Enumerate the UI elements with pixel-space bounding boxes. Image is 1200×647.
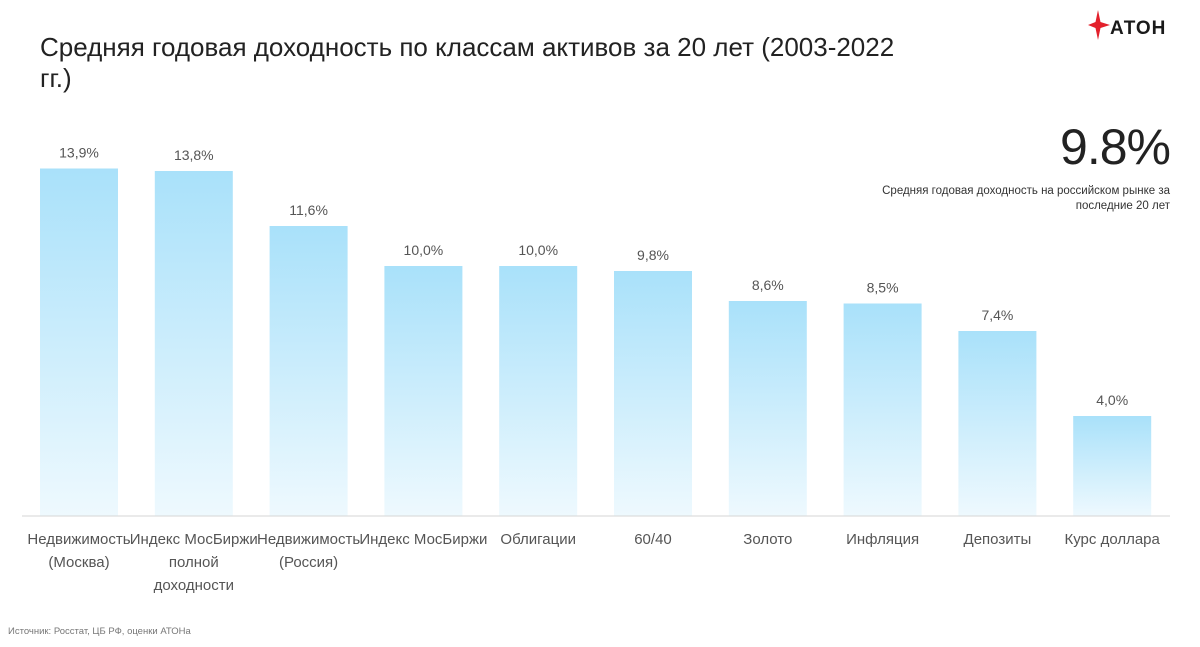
source-note: Источник: Росстат, ЦБ РФ, оценки АТОНа (8, 626, 191, 637)
data-label-8: 8,5% (867, 280, 899, 296)
data-label-3: 11,6% (289, 202, 328, 218)
category-label-8: Инфляция (846, 531, 920, 548)
category-label-1: Недвижимость (Москва) (27, 531, 131, 571)
bar-8 (843, 303, 922, 516)
category-label-7: Золото (743, 531, 793, 548)
category-label-6: 60/40 (634, 531, 672, 548)
category-label-4: Индекс МосБиржи (359, 531, 488, 548)
bar-7 (728, 301, 807, 516)
highlight-caption: Средняя годовая доходность на российском… (882, 185, 1170, 212)
aton-logo: АТОН (1088, 10, 1188, 40)
bar-2 (154, 171, 233, 516)
bar-1 (40, 168, 118, 516)
category-label-3: Недвижимость (Россия) (256, 531, 361, 571)
chart-title: Средняя годовая доходность по классам ак… (40, 32, 895, 93)
category-label-9: Депозиты (963, 531, 1032, 548)
data-label-10: 4,0% (1096, 392, 1128, 408)
data-label-4: 10,0% (404, 242, 444, 258)
aton-star-icon (1088, 10, 1110, 40)
category-label-2: Индекс МосБиржи полной доходности (129, 531, 258, 594)
bar-3 (269, 226, 348, 516)
bar-10 (1073, 416, 1152, 516)
bar-4 (384, 266, 463, 516)
category-label-5: Облигации (500, 531, 576, 548)
logo-text: АТОН (1110, 18, 1167, 39)
data-label-7: 8,6% (752, 277, 784, 293)
bar-5 (499, 266, 578, 516)
highlight-value: 9.8% (1060, 119, 1171, 175)
data-label-9: 7,4% (981, 307, 1013, 323)
data-label-6: 9,8% (637, 247, 669, 263)
data-label-2: 13,8% (174, 147, 214, 163)
data-label-5: 10,0% (518, 242, 558, 258)
data-label-1: 13,9% (59, 145, 99, 161)
category-label-10: Курс доллара (1064, 531, 1160, 548)
bar-9 (958, 331, 1037, 516)
bar-6 (614, 271, 692, 516)
